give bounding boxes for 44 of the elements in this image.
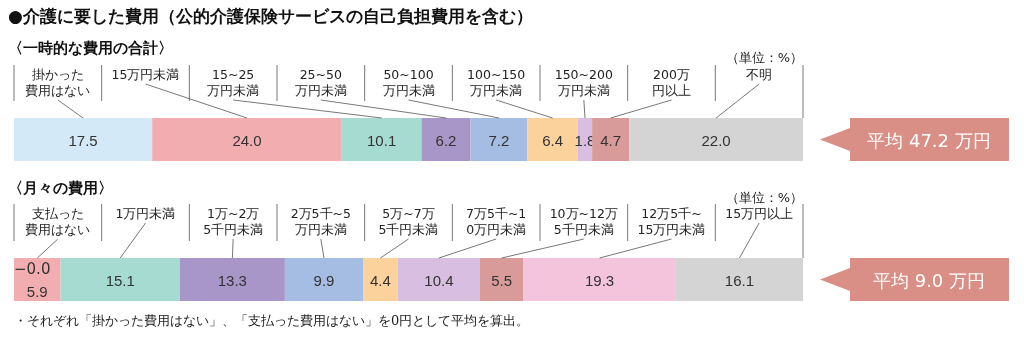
series-name: 12万5千~15万円未満: [637, 206, 706, 237]
chart-title: 〈月々の費用〉: [8, 179, 113, 197]
series-name: 7万5千~10万円未満: [466, 206, 527, 237]
series-name: 1万~2万5千円未満: [203, 206, 264, 237]
text: 平均 47.2 万円: [867, 129, 991, 151]
data-label: 10.4: [424, 271, 454, 289]
data-label: 6.4: [542, 131, 564, 149]
chart-title: ●介護に要した費用（公的介護保険サービスの自己負担費用を含む）: [8, 6, 533, 26]
series-name: 15万円以上: [725, 206, 794, 221]
series-name: 不明: [746, 67, 773, 82]
data-label: 4.4: [370, 271, 391, 289]
series-name: 15万円未満: [111, 67, 180, 82]
data-label: 13.3: [217, 271, 247, 289]
text: （単位：%）: [725, 50, 803, 65]
series-name: 100~150万円未満: [467, 67, 526, 98]
data-label: 16.1: [724, 271, 755, 289]
data-label: 15.1: [105, 271, 135, 289]
series-name: 10万~12万5千円未満: [549, 206, 618, 237]
text: （単位：%）: [725, 190, 803, 205]
chart-subtitle: 〈一時的な費用の合計〉: [8, 39, 173, 57]
data-label: 17.5: [68, 131, 98, 149]
series-name: 200万円以上: [652, 67, 691, 98]
series-name: 15~25万円未満: [207, 67, 260, 98]
series-name: 掛かった費用はない: [25, 67, 91, 98]
series-name: 5万~7万5千円未満: [378, 206, 439, 237]
data-label: 19.3: [585, 271, 615, 289]
data-label: 10.1: [367, 131, 397, 149]
series-name: 2万5千~5万円未満: [290, 206, 351, 237]
data-label: 22.0: [701, 131, 731, 149]
data-label: 4.7: [600, 131, 622, 149]
text: ・それぞれ「掛かった費用はない」、「支払った費用はない」を0円として平均を算出。: [14, 313, 530, 328]
data-label: 5.5: [491, 271, 513, 289]
series-name: 150~200万円未満: [554, 67, 613, 98]
annotation: −0.0: [14, 260, 51, 278]
series-name: 25~50万円未満: [294, 67, 347, 98]
series-name: 1万円未満: [115, 206, 176, 221]
series-name: 支払った費用はない: [25, 206, 91, 237]
data-label: 7.2: [488, 131, 510, 149]
data-label: 24.0: [232, 131, 262, 149]
data-label: 6.2: [435, 131, 457, 149]
text: 平均 9.0 万円: [872, 269, 986, 291]
data-label: 5.9: [26, 283, 48, 300]
data-label: 9.9: [313, 271, 335, 289]
series-name: 50~100万円未満: [382, 67, 435, 98]
